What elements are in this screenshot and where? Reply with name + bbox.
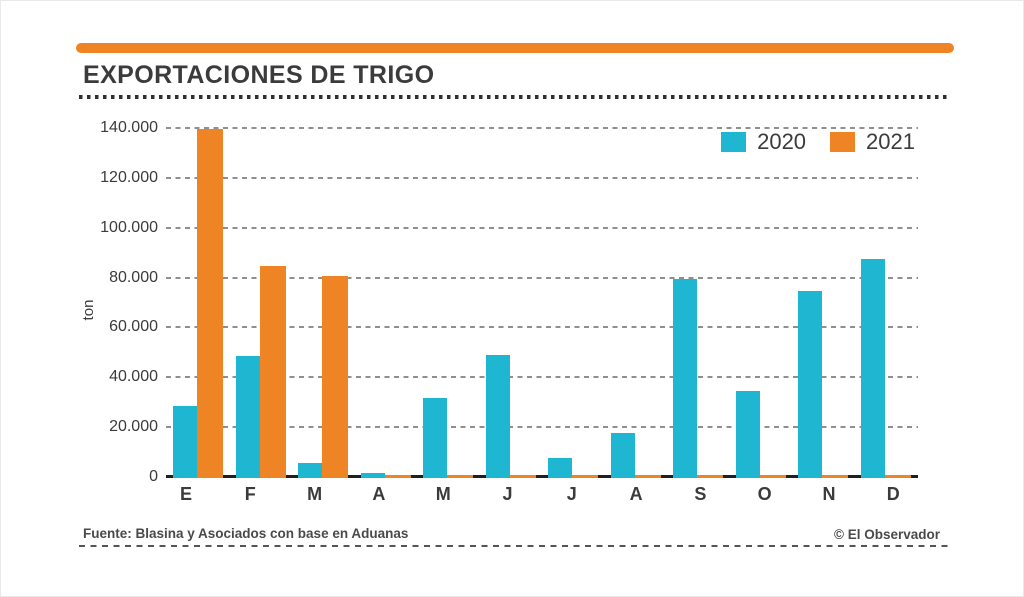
bar-2021-month-2 (259, 266, 286, 478)
bar-group-8-A (610, 433, 661, 478)
page-title: EXPORTACIONES DE TRIGO (83, 61, 435, 89)
x-axis-line (166, 475, 918, 478)
xtick-label-6-J: J (502, 484, 513, 504)
legend-item-2021: 2021 (830, 129, 915, 155)
bar-group-12-D (860, 259, 911, 478)
legend-item-2020: 2020 (721, 129, 806, 155)
bar-2020-month-2 (235, 356, 260, 478)
bar-group-2-F (235, 266, 286, 478)
ytick-label-140000: 140.000 (100, 119, 158, 136)
xtick-label-2-F: F (244, 484, 256, 504)
footer-divider-dashed (79, 545, 948, 547)
xtick-label-9-S: S (694, 484, 707, 504)
gridline-20000 (166, 426, 918, 428)
ytick-label-0: 0 (149, 468, 158, 485)
bar-group-7-J (548, 458, 598, 478)
legend-swatch-2021 (830, 132, 856, 152)
bar-group-1-E (173, 129, 223, 478)
bar-2021-month-3 (322, 276, 348, 478)
bar-2021-month-6 (509, 475, 536, 478)
bar-2021-month-7 (572, 475, 598, 478)
bar-2020-month-9 (673, 279, 697, 478)
bar-group-3-M (298, 276, 348, 478)
xtick-label-1-E: E (179, 484, 192, 504)
xtick-label-12-D: D (886, 484, 900, 504)
legend-label-2021: 2021 (866, 129, 915, 154)
ytick-label-20000: 20.000 (109, 418, 158, 435)
ytick-label-40000: 40.000 (109, 368, 158, 385)
xtick-label-4-A: A (372, 484, 386, 504)
bar-2020-month-1 (173, 406, 197, 478)
gridline-40000 (166, 376, 918, 378)
legend-label-2020: 2020 (757, 129, 807, 154)
bar-group-9-S (673, 279, 723, 478)
bar-2020-month-3 (298, 463, 322, 478)
chart-plot-area (166, 126, 918, 478)
title-divider-dotted (79, 95, 948, 99)
bar-2020-month-11 (798, 291, 822, 478)
bar-group-4-A (360, 473, 411, 478)
bar-2020-month-10 (735, 391, 760, 478)
xtick-label-5-M: M (435, 484, 451, 504)
bar-group-6-J (485, 355, 536, 478)
bar-2021-month-1 (197, 129, 223, 478)
ytick-label-60000: 60.000 (109, 318, 158, 335)
xtick-label-7-J: J (566, 484, 577, 504)
bar-group-5-M (423, 398, 473, 478)
gridline-120000 (166, 177, 918, 179)
xtick-label-11-N: N (822, 484, 836, 504)
ytick-label-100000: 100.000 (100, 219, 158, 236)
bar-2020-month-6 (485, 355, 510, 478)
bar-2021-month-12 (884, 475, 911, 478)
bar-2021-month-10 (759, 475, 786, 478)
credit-text: © El Observador (834, 527, 940, 542)
xtick-label-3-M: M (307, 484, 323, 504)
bar-2021-month-11 (822, 475, 848, 478)
gridline-80000 (166, 277, 918, 279)
xtick-label-8-A: A (629, 484, 643, 504)
ytick-label-120000: 120.000 (100, 169, 158, 186)
gridline-100000 (166, 227, 918, 229)
bar-2021-month-8 (634, 475, 661, 478)
source-text: Fuente: Blasina y Asociados con base en … (83, 526, 409, 541)
legend-swatch-2020 (721, 132, 747, 152)
bar-2020-month-7 (548, 458, 572, 478)
xtick-label-10-O: O (757, 484, 772, 504)
chart-legend: 2020 2021 (721, 129, 915, 155)
bar-2020-month-12 (860, 259, 885, 478)
bar-2020-month-8 (610, 433, 635, 478)
accent-bar (76, 43, 954, 53)
bar-group-11-N (798, 291, 848, 478)
bar-2020-month-4 (360, 473, 385, 478)
bar-2020-month-5 (423, 398, 447, 478)
bar-group-10-O (735, 391, 786, 478)
bar-2021-month-9 (697, 475, 723, 478)
gridline-140000 (166, 127, 918, 129)
bar-2021-month-4 (384, 475, 411, 478)
gridline-60000 (166, 326, 918, 328)
ytick-label-80000: 80.000 (109, 269, 158, 286)
bar-2021-month-5 (447, 475, 473, 478)
